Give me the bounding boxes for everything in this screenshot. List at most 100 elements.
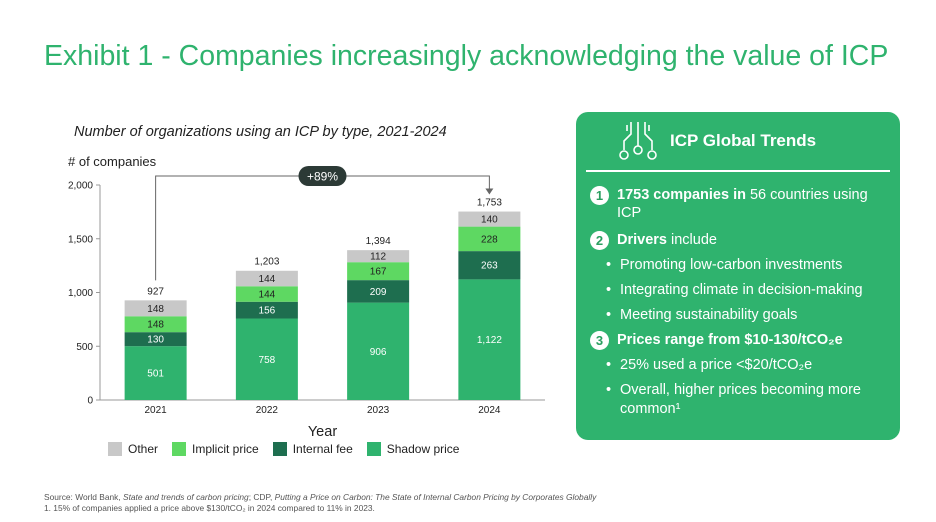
bar-segment-shadow	[458, 279, 521, 400]
bar-segment-implicit	[458, 226, 521, 252]
source-line: Source: World Bank, State and trends of …	[44, 492, 596, 503]
bullet-text: Meeting sustainability goals	[620, 307, 798, 323]
footnote: 1. 15% of companies applied a price abov…	[44, 503, 375, 513]
bar-value-label: 906	[370, 347, 387, 358]
legend-label: Internal fee	[292, 442, 353, 456]
trend-point-rest: include	[666, 232, 717, 248]
growth-badge	[298, 166, 347, 186]
bullet-text: 25% used a price <$20/tCO₂e	[620, 357, 813, 373]
y-tick-label: 0	[87, 396, 93, 407]
trend-point-1: 1 1753 companies in 56 countries using I…	[590, 186, 887, 222]
driver-bullet: • Meeting sustainability goals	[606, 306, 886, 325]
price-bullet: • Overall, higher prices becoming more c…	[606, 381, 866, 419]
driver-bullet: • Promoting low-carbon investments	[606, 256, 886, 275]
legend-swatch-internal	[272, 442, 287, 456]
bar-value-label: 501	[147, 369, 164, 380]
bar-value-label: 148	[147, 320, 164, 331]
number-badge: 3	[590, 331, 609, 350]
growth-connector-line	[155, 175, 490, 281]
panel-title: ICP Global Trends	[670, 131, 817, 150]
y-tick-label: 1,000	[68, 288, 93, 299]
circuit-network-icon	[619, 122, 657, 160]
footer-notes: Source: World Bank, State and trends of …	[44, 492, 596, 514]
trend-point-bold: 1753 companies in	[617, 187, 746, 203]
y-axis-title: # of companies	[68, 154, 157, 169]
x-tick-label: 2021	[145, 405, 168, 416]
driver-bullet: • Integrating climate in decision-making	[606, 281, 886, 300]
y-tick-label: 1,500	[68, 234, 93, 245]
legend-swatch-other	[108, 442, 122, 456]
x-tick-label: 2023	[367, 405, 390, 416]
source-title: Putting a Price on Carbon: The State of …	[274, 492, 597, 502]
trend-point-bold: Drivers	[617, 232, 667, 248]
chart-legend: Other Implicit price Internal fee Shadow…	[108, 442, 473, 456]
bullet-text: Overall, higher prices becoming more com…	[620, 382, 861, 417]
trend-point-2: 2 Drivers include	[590, 231, 717, 250]
legend-item-shadow: Shadow price	[366, 442, 460, 456]
legend-swatch-implicit	[172, 442, 187, 456]
bar-segment-shadow	[124, 346, 187, 400]
source-text: ; CDP,	[248, 492, 275, 502]
bar-value-label: 263	[481, 261, 498, 272]
bar-segment-internal	[235, 301, 298, 319]
bar-segment-internal	[458, 251, 521, 280]
bar-segment-implicit	[235, 286, 298, 302]
price-bullet: • 25% used a price <$20/tCO₂e	[606, 356, 886, 375]
bar-value-label: 140	[481, 215, 498, 226]
trend-point-bold: Prices range from $10-130/tCO₂e	[617, 332, 843, 348]
legend-item-other: Other	[108, 442, 158, 456]
trends-panel: ICP Global Trends 1 1753 companies in 56…	[576, 112, 900, 440]
source-title: State and trends of carbon pricing	[122, 492, 249, 502]
x-tick-label: 2024	[478, 405, 501, 416]
bar-total-label: 927	[147, 286, 164, 297]
bar-value-label: 130	[147, 335, 164, 346]
bar-segment-other	[347, 250, 410, 263]
bar-value-label: 167	[370, 267, 387, 278]
y-tick-label: 500	[76, 342, 93, 353]
trend-point-text: 1753 companies in 56 countries using ICP	[617, 186, 887, 222]
page-title: Exhibit 1 - Companies increasingly ackno…	[44, 40, 889, 72]
bar-value-label: 144	[259, 290, 276, 301]
bullet-dot: •	[606, 357, 612, 373]
trend-point-rest: 56 countries using ICP	[617, 187, 868, 221]
bar-segment-shadow	[347, 302, 410, 400]
bar-total-label: 1,394	[366, 236, 391, 247]
bar-total-label: 1,753	[477, 198, 502, 209]
source-text: Source: World Bank,	[44, 492, 123, 502]
bar-segment-implicit	[347, 262, 410, 281]
chart-title: Number of organizations using an ICP by …	[74, 124, 447, 140]
bar-value-label: 144	[259, 274, 276, 285]
bar-value-label: 112	[370, 252, 386, 263]
bullet-text: Promoting low-carbon investments	[620, 257, 843, 273]
legend-label: Other	[128, 442, 159, 456]
panel-header: ICP Global Trends	[576, 112, 900, 164]
trend-point-3: 3 Prices range from $10-130/tCO₂e	[590, 331, 843, 350]
y-tick-label: 2,000	[68, 181, 93, 192]
bar-value-label: 228	[481, 234, 498, 245]
bar-value-label: 1,122	[477, 335, 502, 346]
panel-divider	[586, 170, 890, 172]
bar-total-label: 1,203	[254, 257, 279, 268]
growth-arrow-head	[485, 188, 494, 195]
bullet-dot: •	[606, 307, 612, 323]
legend-label: Shadow price	[386, 442, 460, 456]
bullet-text: Integrating climate in decision-making	[620, 282, 863, 298]
x-axis-title: Year	[308, 424, 337, 440]
number-badge: 2	[590, 231, 609, 250]
bar-value-label: 148	[147, 304, 164, 315]
trend-point-text: Prices range from $10-130/tCO₂e	[617, 331, 843, 349]
bar-segment-other	[124, 300, 187, 317]
bar-segment-internal	[124, 332, 187, 347]
bullet-dot: •	[606, 382, 612, 398]
bar-value-label: 156	[259, 306, 276, 317]
bar-value-label: 209	[370, 287, 387, 298]
legend-label: Implicit price	[192, 442, 259, 456]
growth-badge-label: +89%	[307, 170, 338, 184]
legend-item-implicit: Implicit price	[172, 442, 259, 456]
stacked-bar-chart: 0 500 1,000 1,500 2,000 501 130 148 148 927 2021 75…	[68, 166, 545, 440]
x-tick-label: 2022	[256, 405, 279, 416]
bullet-dot: •	[606, 257, 612, 273]
trend-point-text: Drivers include	[617, 231, 717, 249]
bar-segment-implicit	[124, 316, 187, 333]
bar-segment-shadow	[235, 318, 298, 400]
